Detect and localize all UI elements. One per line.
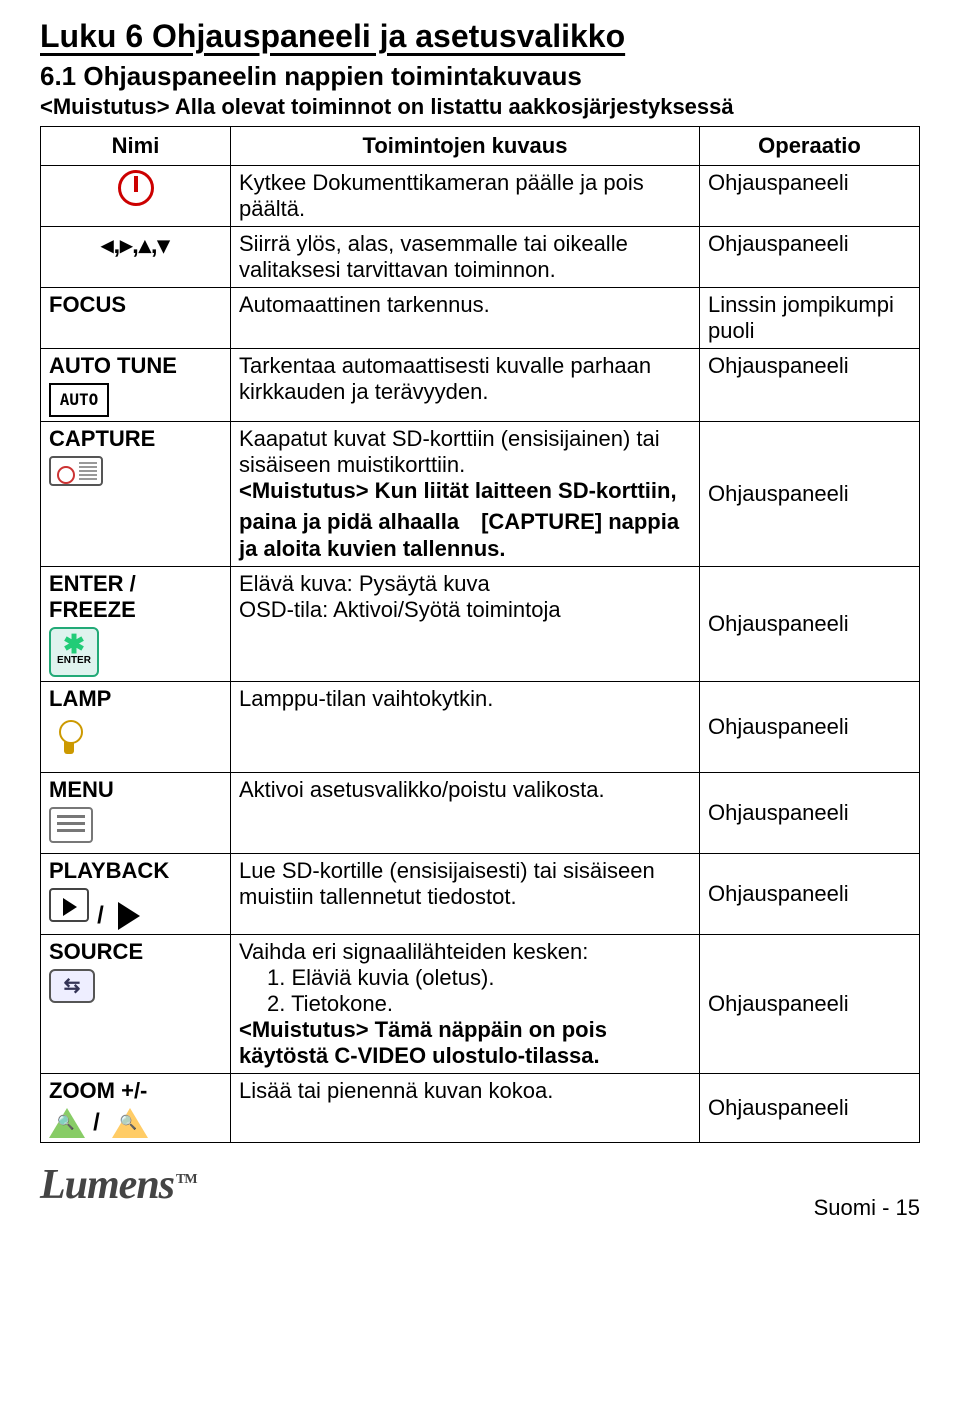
- op-playback: Ohjauspaneeli: [700, 854, 920, 935]
- desc-power: Kytkee Dokumenttikameran päälle ja pois …: [231, 166, 700, 227]
- logo-text: Lumens: [40, 1162, 174, 1208]
- label-autotune: AUTO TUNE: [49, 353, 222, 379]
- table-row: ZOOM +/- 🔍 / 🔍 Lisää tai pienennä kuvan …: [41, 1074, 920, 1143]
- play-icon: [49, 888, 89, 922]
- th-desc: Toimintojen kuvaus: [231, 127, 700, 166]
- page-number: Suomi - 15: [814, 1195, 920, 1221]
- op-zoom: Ohjauspaneeli: [700, 1074, 920, 1143]
- table-row: FOCUS Automaattinen tarkennus. Linssin j…: [41, 288, 920, 349]
- desc-enter-1: Elävä kuva: Pysäytä kuva: [239, 571, 490, 596]
- label-zoom: ZOOM +/-: [49, 1078, 222, 1104]
- zoom-out-icon: 🔍: [112, 1108, 148, 1138]
- page-number-value: 15: [896, 1195, 920, 1220]
- desc-arrows: Siirrä ylös, alas, vasemmalle tai oikeal…: [231, 227, 700, 288]
- page-label-text: Suomi -: [814, 1195, 890, 1220]
- table-row: ENTER / FREEZE ✱ ENTER Elävä kuva: Pysäy…: [41, 567, 920, 682]
- arrow-keys-icon: ◂,▸,▴,▾: [101, 232, 169, 259]
- desc-zoom: Lisää tai pienennä kuvan kokoa.: [231, 1074, 700, 1143]
- play-alt-icon: [118, 902, 140, 930]
- th-op: Operaatio: [700, 127, 920, 166]
- desc-menu: Aktivoi asetusvalikko/poistu valikosta.: [231, 773, 700, 854]
- desc-capture-1: Kaapatut kuvat SD-korttiin (ensisijainen…: [239, 426, 660, 477]
- op-focus: Linssin jompikumpi puoli: [700, 288, 920, 349]
- label-enter: ENTER / FREEZE: [49, 571, 222, 623]
- op-source: Ohjauspaneeli: [700, 935, 920, 1074]
- slash-separator: /: [97, 902, 104, 929]
- table-row: MENU Aktivoi asetusvalikko/poistu valiko…: [41, 773, 920, 854]
- table-row: CAPTURE Kaapatut kuvat SD-korttiin (ensi…: [41, 422, 920, 567]
- label-focus: FOCUS: [49, 292, 222, 318]
- desc-playback: Lue SD-kortille (ensisijaisesti) tai sis…: [231, 854, 700, 935]
- table-row: LAMP Lamppu-tilan vaihtokytkin. Ohjauspa…: [41, 682, 920, 773]
- power-icon: [118, 170, 154, 206]
- logo-tm: TM: [176, 1172, 197, 1187]
- op-arrows: Ohjauspaneeli: [700, 227, 920, 288]
- enter-icon-label: ENTER: [51, 655, 97, 666]
- label-playback: PLAYBACK: [49, 858, 222, 884]
- table-header-row: Nimi Toimintojen kuvaus Operaatio: [41, 127, 920, 166]
- function-table: Nimi Toimintojen kuvaus Operaatio Kytkee…: [40, 126, 920, 1143]
- op-enter: Ohjauspaneeli: [700, 567, 920, 682]
- chapter-title: Luku 6 Ohjauspaneeli ja asetusvalikko: [40, 18, 920, 55]
- desc-capture-bold: <Muistutus> Kun liität laitteen SD-kortt…: [239, 478, 679, 561]
- source-icon: [49, 969, 95, 1003]
- label-capture: CAPTURE: [49, 426, 222, 452]
- slash-separator: /: [93, 1109, 100, 1136]
- capture-icon: [49, 456, 103, 486]
- menu-icon: [49, 807, 93, 843]
- lamp-icon: [49, 716, 89, 762]
- table-row: ◂,▸,▴,▾ Siirrä ylös, alas, vasemmalle ta…: [41, 227, 920, 288]
- table-row: Kytkee Dokumenttikameran päälle ja pois …: [41, 166, 920, 227]
- label-source: SOURCE: [49, 939, 222, 965]
- desc-source-intro: Vaihda eri signaalilähteiden kesken:: [239, 939, 588, 964]
- page-footer: LumensTM Suomi - 15: [40, 1161, 920, 1231]
- op-autotune: Ohjauspaneeli: [700, 349, 920, 422]
- desc-lamp: Lamppu-tilan vaihtokytkin.: [231, 682, 700, 773]
- th-name: Nimi: [41, 127, 231, 166]
- desc-source-item-1: Eläviä kuvia (oletus).: [291, 965, 494, 990]
- op-capture: Ohjauspaneeli: [700, 422, 920, 567]
- brand-logo: LumensTM: [40, 1162, 197, 1208]
- section-title: 6.1 Ohjauspaneelin nappien toimintakuvau…: [40, 61, 920, 92]
- auto-icon: AUTO: [49, 383, 109, 417]
- op-lamp: Ohjauspaneeli: [700, 682, 920, 773]
- desc-autotune: Tarkentaa automaattisesti kuvalle parhaa…: [231, 349, 700, 422]
- desc-source-item-2: Tietokone.: [291, 991, 393, 1016]
- desc-source-bold: <Muistutus> Tämä näppäin on pois käytöst…: [239, 1017, 607, 1068]
- label-menu: MENU: [49, 777, 222, 803]
- desc-enter-2: OSD-tila: Aktivoi/Syötä toimintoja: [239, 597, 561, 622]
- op-power: Ohjauspaneeli: [700, 166, 920, 227]
- enter-freeze-icon: ✱ ENTER: [49, 627, 99, 677]
- table-row: SOURCE Vaihda eri signaalilähteiden kesk…: [41, 935, 920, 1074]
- label-lamp: LAMP: [49, 686, 222, 712]
- op-menu: Ohjauspaneeli: [700, 773, 920, 854]
- zoom-in-icon: 🔍: [49, 1108, 85, 1138]
- reminder-line: <Muistutus> Alla olevat toiminnot on lis…: [40, 94, 920, 120]
- table-row: AUTO TUNE AUTO Tarkentaa automaattisesti…: [41, 349, 920, 422]
- desc-focus: Automaattinen tarkennus.: [231, 288, 700, 349]
- table-row: PLAYBACK / Lue SD-kortille (ensisijaises…: [41, 854, 920, 935]
